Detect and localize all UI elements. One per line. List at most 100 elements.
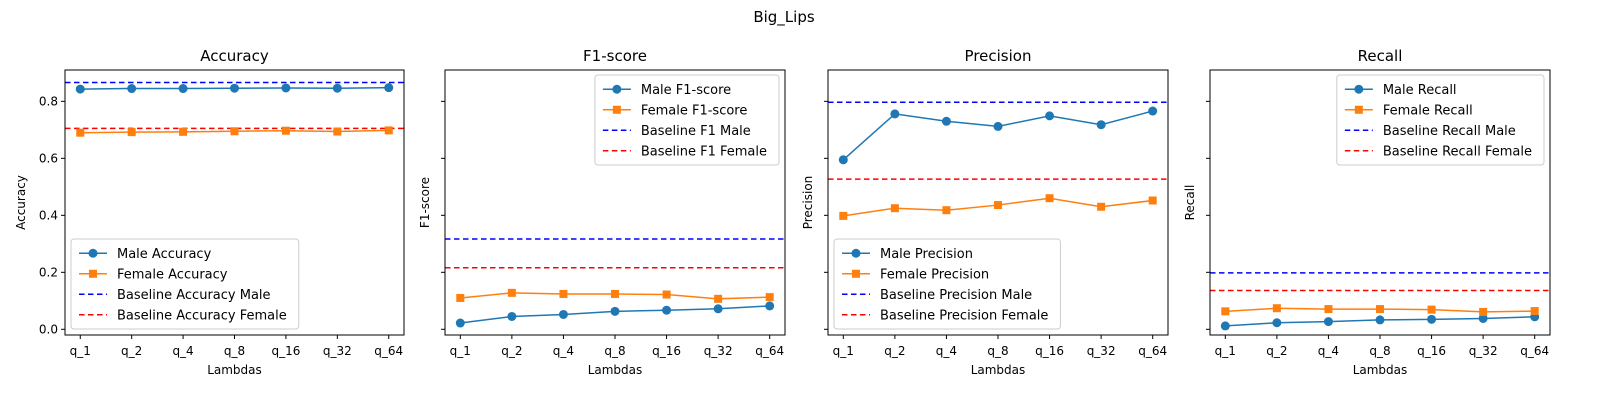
- x-tick-label: q_32: [1087, 344, 1116, 358]
- x-tick-label: q_8: [224, 344, 245, 358]
- legend-label: Baseline Precision Male: [880, 288, 1032, 303]
- y-tick-label: 0.4: [39, 208, 58, 222]
- legend: Male Precision Female Precision Baseline P…: [833, 238, 1061, 330]
- series-marker: [1530, 307, 1539, 316]
- series-marker: [127, 84, 137, 94]
- x-tick-label: q_1: [450, 344, 471, 358]
- series-marker: [1045, 194, 1054, 203]
- legend-label: Male Accuracy: [117, 247, 212, 262]
- series-marker: [714, 294, 723, 303]
- series-marker: [230, 83, 239, 93]
- legend-label: Male Precision: [880, 247, 973, 262]
- series-marker: [1220, 321, 1230, 331]
- x-tick-label: q_64: [1138, 344, 1167, 358]
- series-marker: [1097, 202, 1106, 211]
- series-marker: [1324, 305, 1333, 314]
- y-tick-label: 0.0: [39, 322, 58, 336]
- series-marker: [1376, 305, 1384, 314]
- y-axis-label: Recall: [1183, 185, 1197, 221]
- subplot-1: Accuracy 0.0 0.2 0.4 0.6 0.8 q_1 q_2 q_4 q_8 q_16 q…: [14, 47, 405, 377]
- series-marker: [507, 311, 517, 321]
- subplot-4: Recall q_1 q_2 q_4 q_8 q_16 q_32 q_64 Lambdas Rec…: [1183, 47, 1551, 377]
- x-axis-label: Lambdas: [971, 363, 1026, 377]
- series-marker: [1427, 314, 1437, 324]
- x-tick-label: q_4: [553, 344, 574, 358]
- subplot-2: F1-score q_1 q_2 q_4 q_8 q_16 q_32 q_64 Lambdas F…: [418, 47, 786, 377]
- series-marker: [1427, 305, 1436, 314]
- series-marker: [611, 289, 619, 298]
- figure-suptitle: Big_Lips: [753, 8, 815, 27]
- legend-label: Female F1-score: [641, 103, 748, 118]
- x-tick-label: q_4: [936, 344, 957, 358]
- legend-label: Female Recall: [1383, 103, 1473, 118]
- x-tick-label: q_1: [70, 344, 91, 358]
- series-marker: [281, 126, 290, 135]
- series-marker: [127, 128, 136, 137]
- series-marker: [455, 318, 465, 328]
- legend-marker: [612, 105, 621, 114]
- x-tick-label: q_8: [987, 344, 1008, 358]
- y-tick-label: 0.2: [39, 265, 58, 279]
- legend: Male F1-score Female F1-score Baseline F1 …: [594, 74, 780, 166]
- legend: Male Accuracy Female Accuracy Baseline Acc…: [70, 238, 300, 330]
- x-tick-label: q_64: [1520, 344, 1549, 358]
- series-marker: [1323, 317, 1333, 327]
- x-tick-label: q_2: [1266, 344, 1287, 358]
- axes-frame: [1209, 69, 1551, 336]
- series-marker: [1479, 307, 1488, 316]
- legend-label: Baseline Recall Male: [1383, 124, 1516, 139]
- series-marker: [384, 126, 393, 135]
- x-tick-label: q_32: [323, 344, 352, 358]
- x-tick-label: q_16: [652, 344, 681, 358]
- legend-marker: [612, 84, 622, 94]
- series-line: [842, 110, 1153, 161]
- x-tick-label: q_2: [121, 344, 142, 358]
- legend-box: [70, 238, 300, 330]
- legend-box: [833, 238, 1061, 330]
- legend-label: Baseline Accuracy Female: [117, 308, 287, 323]
- legend-label: Female Precision: [880, 267, 989, 282]
- series-marker: [713, 304, 723, 314]
- x-tick-label: q_2: [884, 344, 905, 358]
- series-marker: [838, 155, 848, 165]
- series-marker: [1096, 120, 1106, 130]
- series-marker: [178, 84, 188, 94]
- series-marker: [332, 83, 342, 93]
- axes-frame: [444, 69, 786, 336]
- subplot-title: Accuracy: [200, 47, 269, 65]
- series-marker: [610, 306, 620, 316]
- series-marker: [839, 211, 848, 220]
- series-marker: [230, 127, 239, 136]
- legend-box: [594, 74, 780, 166]
- series-marker: [942, 206, 951, 215]
- series-marker: [994, 201, 1002, 210]
- legend-marker: [851, 248, 861, 258]
- series-marker: [1272, 304, 1281, 313]
- x-tick-label: q_32: [1469, 344, 1498, 358]
- series-marker: [662, 305, 672, 315]
- series-marker: [765, 293, 774, 302]
- series-marker: [890, 204, 899, 213]
- x-tick-label: q_32: [704, 344, 733, 358]
- series-marker: [1221, 307, 1230, 316]
- x-tick-label: q_8: [1369, 344, 1390, 358]
- x-tick-label: q_16: [1035, 344, 1064, 358]
- y-axis-label: F1-score: [418, 177, 432, 228]
- x-tick-label: q_64: [374, 344, 403, 358]
- legend-label: Baseline Accuracy Male: [117, 288, 271, 303]
- axes-frame: [64, 69, 405, 336]
- series-marker: [559, 289, 568, 298]
- x-tick-label: q_64: [755, 344, 784, 358]
- x-tick-label: q_8: [604, 344, 625, 358]
- legend-marker: [88, 248, 98, 258]
- series-marker: [456, 293, 465, 302]
- x-tick-label: q_1: [833, 344, 854, 358]
- subplot-3: Precision q_1 q_2 q_4 q_8 q_16 q_32 q_64 Lambdas…: [801, 47, 1169, 377]
- legend-label: Male F1-score: [641, 83, 731, 98]
- legend: Male Recall Female Recall Baseline Recall …: [1336, 74, 1545, 166]
- x-axis-label: Lambdas: [207, 363, 262, 377]
- series-marker: [1045, 111, 1055, 121]
- legend-label: Female Accuracy: [117, 267, 228, 282]
- x-tick-label: q_16: [1417, 344, 1446, 358]
